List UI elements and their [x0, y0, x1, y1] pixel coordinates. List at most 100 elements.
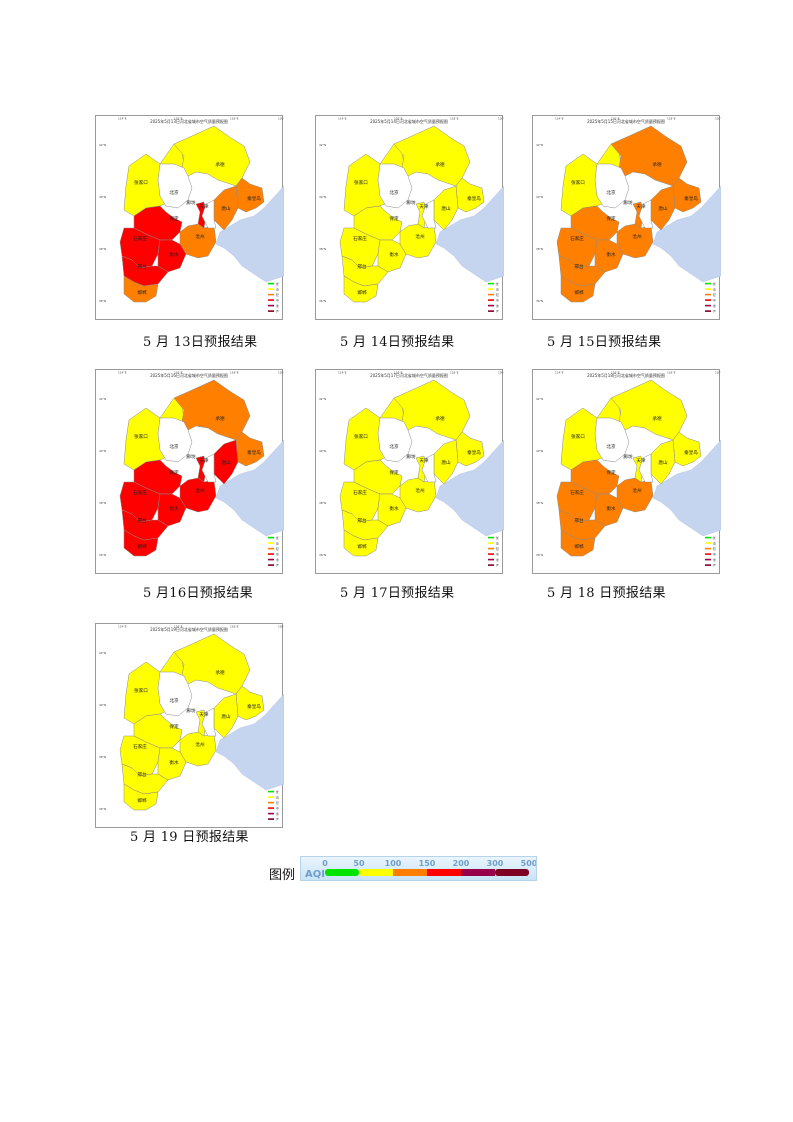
map-legend-label: 良	[276, 287, 279, 291]
city-label-hengshui: 衡水	[606, 251, 616, 258]
city-label-beijing: 北京	[606, 443, 616, 450]
map-legend-label: 重	[276, 812, 279, 816]
city-label-shijiazhuang: 石家庄	[353, 235, 367, 242]
city-label-cangzhou: 沧州	[195, 741, 205, 748]
municipality-beijing	[377, 163, 413, 209]
city-label-tangshan: 唐山	[441, 459, 451, 466]
municipality-tianjin	[421, 453, 437, 483]
map-legend-label: 优	[496, 282, 499, 286]
lat-tick: 42°N	[319, 397, 326, 401]
lon-tick: 118°E	[230, 371, 239, 375]
municipality-tianjin	[421, 199, 437, 229]
map-title: 2025年5月18日河北省城市空气质量预报图	[587, 373, 665, 378]
map-legend-swatch	[268, 558, 274, 561]
lat-tick: 36°N	[99, 299, 106, 303]
map-svg: 114°E 116°E 118°E 120°E 42°N 40°N 38°N 36°N 张家口 承…	[319, 117, 504, 313]
map-legend-swatch	[268, 547, 274, 550]
map-legend-label: 重	[496, 304, 499, 308]
aqi-tick-label: 500	[521, 859, 536, 868]
map-legend-label: 中	[496, 298, 499, 302]
map-legend-swatch	[268, 288, 274, 290]
city-region-handan	[343, 529, 379, 557]
lat-tick: 40°N	[99, 703, 106, 707]
city-label-shijiazhuang: 石家庄	[570, 489, 584, 496]
municipality-beijing	[157, 417, 193, 463]
map-legend-swatch	[488, 547, 494, 550]
city-label-zhangjiakou: 张家口	[354, 179, 368, 186]
map-legend-swatch	[705, 536, 711, 539]
lon-tick: 116°E	[611, 117, 620, 121]
city-label-zhangjiakou: 张家口	[134, 179, 148, 186]
forecast-map-5: 2025年5月17日河北省城市空气质量预报图 114°E 116°E 118°E 120…	[315, 369, 504, 574]
municipality-tianjin	[201, 199, 217, 229]
city-label-handan: 邯郸	[357, 289, 367, 296]
city-label-baoding: 保定	[606, 469, 616, 476]
map-legend-swatch	[488, 282, 494, 285]
city-label-xingtai: 邢台	[574, 517, 584, 524]
city-label-tangshan: 唐山	[658, 205, 668, 212]
map-legend-swatch	[705, 547, 711, 550]
map-title: 2025年5月14日河北省城市空气质量预报图	[370, 119, 448, 124]
city-label-qinhuangdao: 秦皇岛	[247, 195, 261, 202]
city-label-chengde: 承德	[215, 669, 225, 676]
lat-tick: 38°N	[319, 247, 326, 251]
municipality-beijing	[377, 417, 413, 463]
map-legend-label: 良	[713, 541, 716, 545]
map-legend-label: 轻	[496, 547, 499, 551]
city-label-chengde: 承德	[652, 161, 662, 168]
forecast-map-3: 2025年5月15日河北省城市空气质量预报图 114°E 116°E 118°E 120…	[532, 115, 721, 320]
city-label-tianjin: 天津	[199, 457, 209, 464]
map-svg: 114°E 116°E 118°E 120°E 42°N 40°N 38°N 36°N 张家口 承…	[536, 371, 721, 567]
city-label-tianjin: 天津	[199, 203, 209, 210]
lat-tick: 42°N	[99, 651, 106, 655]
map-legend-label: 优	[276, 790, 279, 794]
lat-tick: 40°N	[99, 195, 106, 199]
lon-tick: 118°E	[667, 371, 676, 375]
city-label-beijing: 北京	[169, 443, 179, 450]
lat-tick: 36°N	[99, 807, 106, 811]
map-legend-label: 优	[713, 536, 716, 540]
city-label-handan: 邯郸	[137, 797, 147, 804]
bohai-sea	[435, 439, 504, 537]
bohai-sea	[652, 185, 721, 283]
lat-tick: 42°N	[319, 143, 326, 147]
lon-tick: 120°E	[278, 371, 284, 375]
map-legend-swatch	[488, 293, 494, 296]
city-label-langfang: 廊坊	[623, 453, 633, 460]
aqi-tick-label: 0	[322, 859, 328, 868]
aqi-legend-svg: AQI 0 50 100 150 200 300 500	[305, 859, 538, 880]
lat-tick: 36°N	[536, 299, 543, 303]
map-legend-swatch	[488, 299, 494, 301]
map-legend-label: 中	[713, 552, 716, 556]
lon-tick: 116°E	[174, 625, 183, 629]
map-legend-label: 中	[276, 298, 279, 302]
lon-tick: 116°E	[174, 117, 183, 121]
city-label-baoding: 保定	[169, 215, 179, 222]
map-legend-swatch	[268, 801, 274, 804]
lon-tick: 114°E	[555, 371, 564, 375]
lon-tick: 118°E	[230, 117, 239, 121]
city-label-xingtai: 邢台	[137, 263, 147, 270]
map-legend-label: 优	[276, 282, 279, 286]
lon-tick: 120°E	[278, 625, 284, 629]
city-label-beijing: 北京	[169, 697, 179, 704]
bohai-sea	[215, 439, 284, 537]
municipality-beijing	[594, 163, 630, 209]
city-region-hengshui	[594, 239, 624, 273]
map-legend-swatch	[268, 807, 274, 809]
aqi-tick-label: 50	[353, 859, 365, 868]
city-label-langfang: 廊坊	[186, 707, 196, 714]
city-label-shijiazhuang: 石家庄	[133, 489, 147, 496]
city-label-baoding: 保定	[606, 215, 616, 222]
city-region-hengshui	[157, 493, 187, 527]
map-legend-swatch	[488, 553, 494, 555]
city-region-qinhuangdao	[235, 685, 265, 721]
city-label-hengshui: 衡水	[169, 759, 179, 766]
lon-tick: 118°E	[667, 117, 676, 121]
city-label-hengshui: 衡水	[606, 505, 616, 512]
city-label-zhangjiakou: 张家口	[571, 433, 585, 440]
lat-tick: 40°N	[319, 195, 326, 199]
city-label-beijing: 北京	[606, 189, 616, 196]
map-legend-swatch	[268, 542, 274, 544]
city-region-qinhuangdao	[672, 177, 702, 213]
